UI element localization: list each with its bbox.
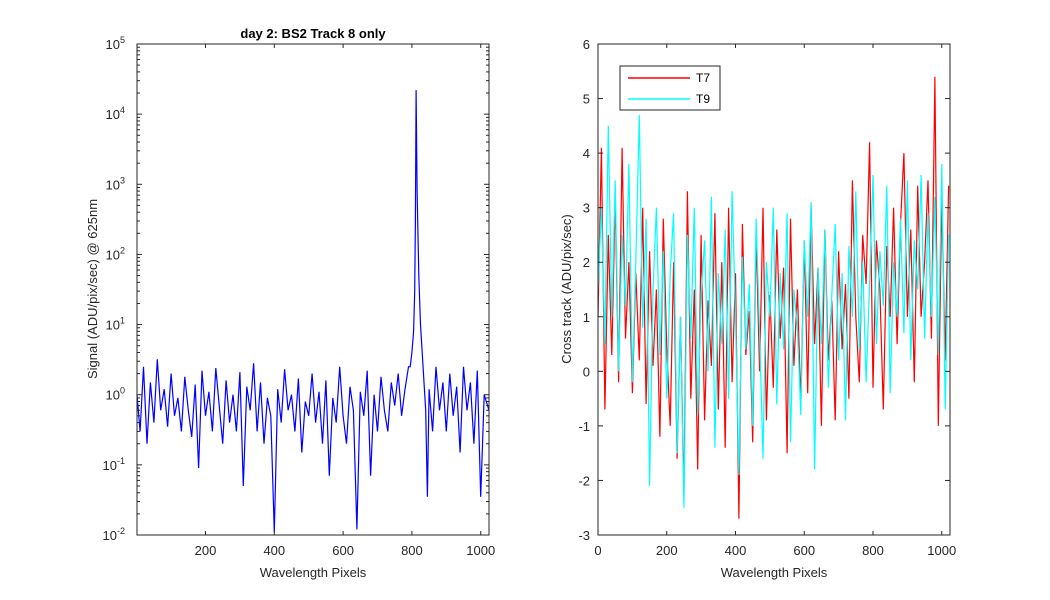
right-x-tick-label: 1000 xyxy=(927,543,956,558)
left-axes-box xyxy=(136,43,490,536)
right-x-ticks: 0 200 400 600 800 1000 xyxy=(594,44,956,558)
right-y-tick-label: -1 xyxy=(578,419,590,434)
left-y-tick-label: 103 xyxy=(106,175,125,192)
left-x-tick-label: 400 xyxy=(263,543,285,558)
right-axes-box xyxy=(597,43,951,536)
right-series-line-t7 xyxy=(597,76,950,519)
left-y-tick-exponent: 0 xyxy=(120,386,125,396)
left-y-axis-label: Signal (ADU/pix/sec) @ 625nm xyxy=(85,199,100,379)
right-x-tick-label: 0 xyxy=(594,543,601,558)
cross-track-plot: 0 200 400 600 800 1000 -3 -2 -1 0 1 2 3 4 5 6 Waveleng… xyxy=(559,37,956,580)
right-y-tick-label: 5 xyxy=(583,92,590,107)
right-y-tick-label: 3 xyxy=(583,201,590,216)
right-y-tick-label: -2 xyxy=(578,473,590,488)
right-series-line-t9 xyxy=(597,114,950,508)
right-y-tick-label: 2 xyxy=(583,255,590,270)
left-y-tick-exponent: 5 xyxy=(120,35,125,45)
left-x-tick-label: 1000 xyxy=(466,543,495,558)
right-x-axis-label: Wavelength Pixels xyxy=(721,565,828,580)
left-y-tick-exponent: 4 xyxy=(120,105,125,115)
signal-log-plot: 200 400 600 800 1000 10-210-1100101102103104… xyxy=(85,26,495,580)
left-y-tick-label: 10-1 xyxy=(103,456,125,473)
left-x-tick-label: 600 xyxy=(332,543,354,558)
right-x-tick-label: 800 xyxy=(862,543,884,558)
left-y-tick-exponent: 1 xyxy=(120,316,125,326)
right-x-tick-label: 600 xyxy=(793,543,815,558)
left-y-tick-label: 104 xyxy=(106,105,125,122)
left-x-axis-label: Wavelength Pixels xyxy=(260,565,367,580)
legend-label-t7: T7 xyxy=(696,71,710,85)
right-x-tick-label: 400 xyxy=(725,543,747,558)
left-y-tick-label: 101 xyxy=(106,316,125,333)
right-y-axis-label: Cross track (ADU/pix/sec) xyxy=(559,214,574,364)
left-x-ticks: 200 400 600 800 1000 xyxy=(195,44,495,558)
left-y-tick-exponent: 3 xyxy=(120,175,125,185)
right-y-tick-label: 4 xyxy=(583,146,590,161)
left-series-line xyxy=(136,90,490,533)
right-legend: T7 T9 xyxy=(619,65,721,111)
right-y-tick-label: 6 xyxy=(583,37,590,52)
left-plot-title: day 2: BS2 Track 8 only xyxy=(240,26,386,41)
left-y-tick-label: 102 xyxy=(106,245,125,262)
left-y-tick-label: 10-2 xyxy=(103,526,125,543)
right-y-tick-label: 0 xyxy=(583,364,590,379)
left-x-tick-label: 200 xyxy=(195,543,217,558)
left-y-tick-exponent: -1 xyxy=(117,456,125,466)
left-plot-area xyxy=(137,44,489,535)
left-x-tick-label: 800 xyxy=(401,543,423,558)
left-y-tick-exponent: 2 xyxy=(120,245,125,255)
left-y-tick-exponent: -2 xyxy=(117,526,125,536)
legend-label-t9: T9 xyxy=(696,92,710,106)
left-y-tick-label: 100 xyxy=(106,386,125,403)
left-y-tick-label: 105 xyxy=(106,35,125,52)
right-x-tick-label: 200 xyxy=(656,543,678,558)
right-y-tick-label: -3 xyxy=(578,528,590,543)
right-y-tick-label: 1 xyxy=(583,310,590,325)
legend-box xyxy=(619,65,721,111)
right-y-ticks: -3 -2 -1 0 1 2 3 4 5 6 xyxy=(578,37,950,543)
